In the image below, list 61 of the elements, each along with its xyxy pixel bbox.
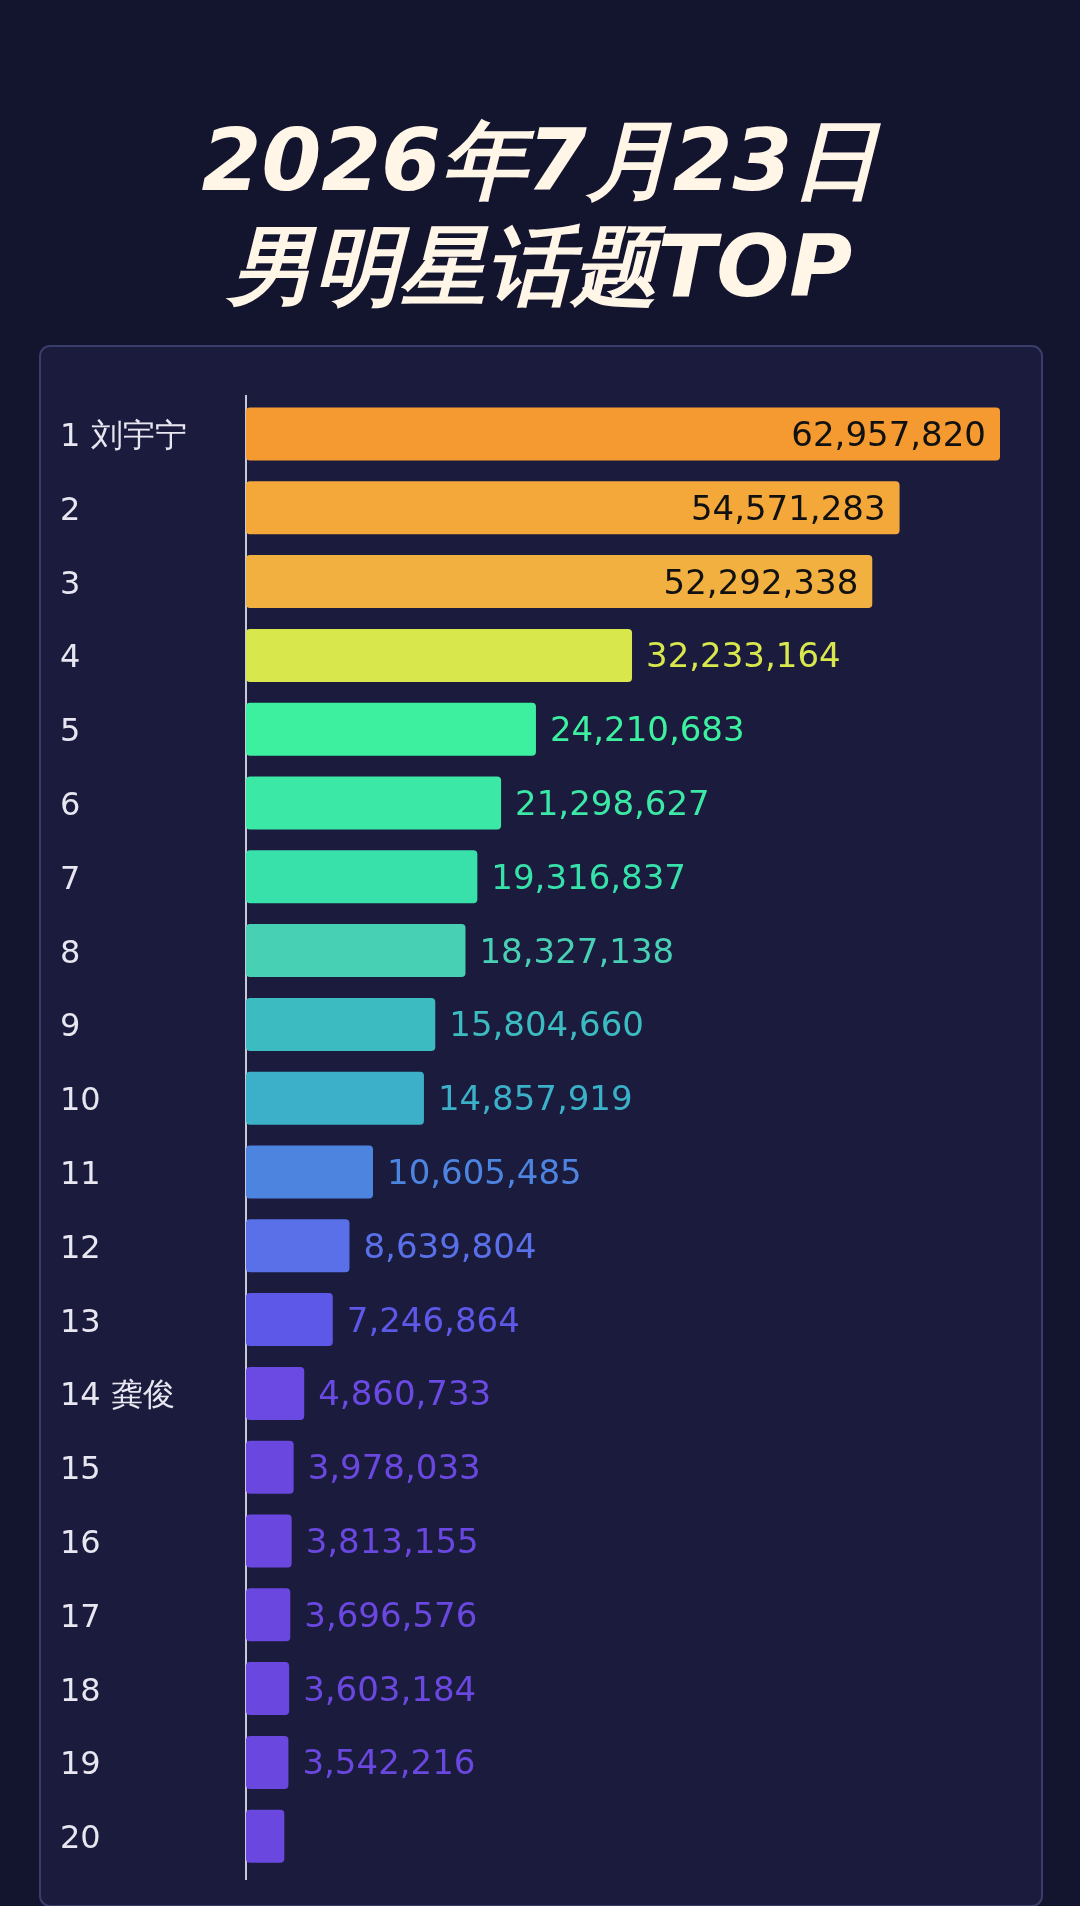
chart-title: 2026年7月23日 <box>201 110 882 210</box>
y-tick-label: 14 龚俊 <box>60 1375 175 1414</box>
data-label: 10,605,485 <box>387 1152 582 1192</box>
y-tick-label: 4 <box>60 637 81 676</box>
y-tick-label: 6 <box>60 785 81 823</box>
data-label: 52,292,338 <box>663 561 859 602</box>
bar <box>246 1071 424 1125</box>
y-tick-label: 8 <box>60 932 81 971</box>
y-tick-label: 19 <box>60 1744 101 1783</box>
bar <box>246 628 633 682</box>
data-label: 15,804,660 <box>449 1004 644 1045</box>
bar <box>246 924 466 978</box>
bar <box>246 1735 289 1789</box>
bar <box>246 481 900 535</box>
y-tick-label: 5 <box>60 711 81 750</box>
y-tick-label: 3 <box>60 563 81 602</box>
y-tick-label: 17 <box>60 1596 101 1635</box>
bar <box>246 1809 285 1863</box>
bar <box>246 997 436 1051</box>
y-tick-label: 1 刘宇宁 <box>60 416 187 454</box>
data-label: 8,639,804 <box>363 1225 537 1266</box>
bar <box>246 1145 374 1199</box>
bar <box>246 555 873 609</box>
bar <box>246 1366 305 1420</box>
bar <box>246 407 1000 461</box>
data-label: 21,298,627 <box>515 783 710 823</box>
bar <box>246 1588 291 1642</box>
data-label: 19,316,837 <box>491 856 687 897</box>
y-tick-label: 7 <box>60 858 81 897</box>
y-tick-label: 13 <box>60 1301 101 1340</box>
data-label: 3,813,155 <box>305 1521 479 1561</box>
data-label: 14,857,919 <box>437 1078 633 1119</box>
bar <box>246 1219 350 1273</box>
bar <box>246 1293 333 1347</box>
data-label: 7,246,864 <box>346 1299 520 1340</box>
chart-subtitle: 男明星话题TOP <box>224 216 853 316</box>
y-tick-label: 18 <box>60 1670 101 1709</box>
y-tick-label: 20 <box>60 1818 101 1857</box>
data-label: 4,860,733 <box>318 1373 492 1414</box>
data-label: 24,210,683 <box>549 709 745 750</box>
y-tick-label: 16 <box>60 1523 101 1561</box>
data-label: 3,542,216 <box>302 1742 476 1783</box>
y-tick-label: 2 <box>60 489 81 528</box>
y-tick-label: 9 <box>60 1006 81 1045</box>
data-label: 18,327,138 <box>479 930 675 971</box>
bar <box>246 1440 294 1494</box>
data-label: 32,233,164 <box>646 635 841 676</box>
bar <box>246 776 502 830</box>
data-label: 62,957,820 <box>791 414 986 454</box>
y-tick-label: 15 <box>60 1449 101 1488</box>
bar <box>246 1514 292 1568</box>
bar <box>246 850 478 904</box>
y-tick-label: 12 <box>60 1227 101 1266</box>
data-label: 54,571,283 <box>690 487 886 528</box>
data-label: 3,696,576 <box>304 1594 478 1635</box>
y-tick-label: 10 <box>60 1080 101 1119</box>
data-label: 3,603,184 <box>303 1668 477 1709</box>
bar <box>246 1662 290 1716</box>
data-label: 3,978,033 <box>307 1447 481 1488</box>
bar <box>246 702 536 756</box>
y-tick-label: 11 <box>60 1154 101 1192</box>
